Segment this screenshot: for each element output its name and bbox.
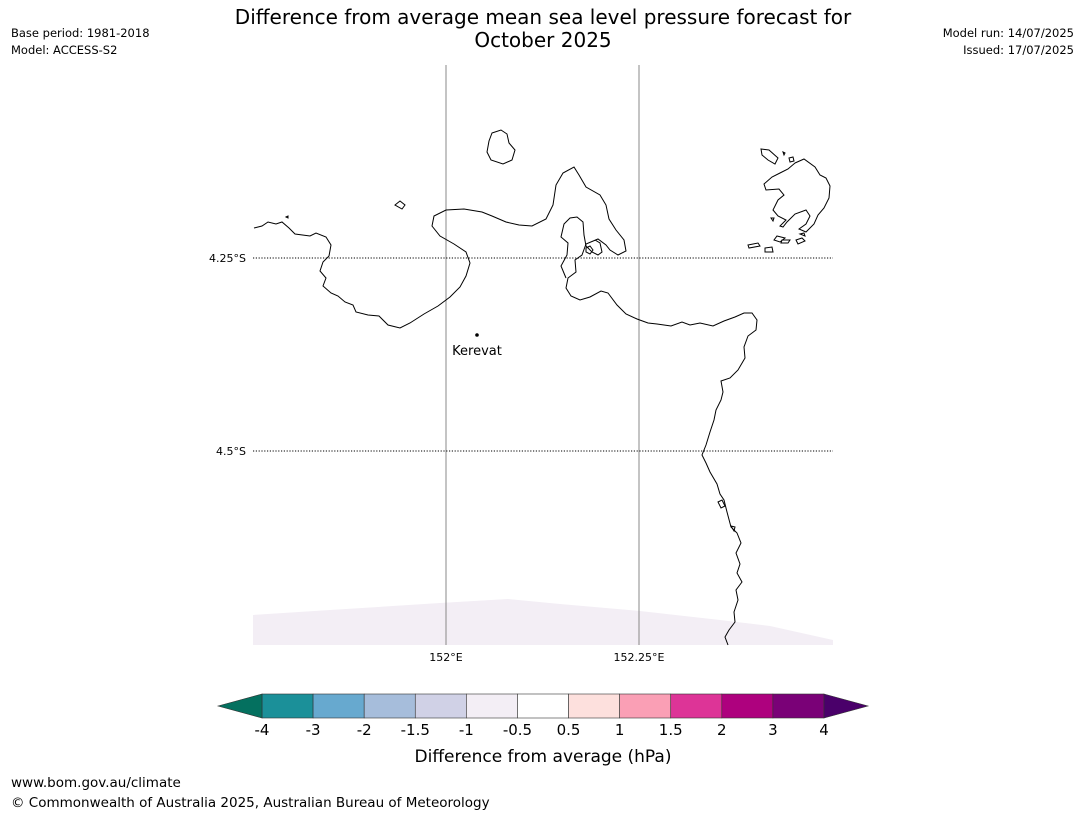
footer-url: www.bom.gov.au/climate	[11, 775, 181, 791]
lon-label-1: 152°E	[429, 651, 462, 664]
colorbar-segment	[568, 693, 620, 719]
colorbar-segment	[772, 693, 825, 719]
colorbar: -4 -3 -2 -1.5 -1 -0.5 0.5 1 1.5 2 3 4 Difference fr…	[216, 693, 870, 767]
colorbar-segment	[466, 693, 518, 719]
colorbar-tick-label: 2	[717, 721, 727, 739]
model-name: Model: ACCESS-S2	[11, 43, 118, 57]
colorbar-tick-label: 1	[615, 721, 625, 739]
colorbar-segment	[619, 693, 672, 719]
meta-right: Model run: 14/07/2025 Issued: 17/07/2025	[943, 25, 1074, 59]
map-title: Difference from average mean sea level p…	[160, 6, 926, 52]
colorbar-tick-label: -4	[255, 721, 270, 739]
colorbar-segment	[517, 693, 569, 719]
colorbar-under-arrow	[216, 693, 263, 719]
base-period: Base period: 1981-2018	[11, 26, 150, 40]
colorbar-over-arrow	[823, 693, 870, 719]
colorbar-segment	[261, 693, 314, 719]
colorbar-label: Difference from average (hPa)	[415, 747, 672, 767]
colorbar-tick-label: -0.5	[503, 721, 532, 739]
colorbar-segment	[363, 693, 416, 719]
colorbar-tick-label: 1.5	[659, 721, 683, 739]
lat-label-1: 4.25°S	[209, 252, 246, 265]
kerevat-marker	[475, 333, 479, 337]
kerevat-label: Kerevat	[452, 344, 502, 359]
title-line-2: October 2025	[474, 28, 612, 52]
colorbar-tick-label: 4	[819, 721, 829, 739]
colorbar-tick-label: -2	[357, 721, 372, 739]
colorbar-segment	[721, 693, 774, 719]
footer-copyright: © Commonwealth of Australia 2025, Austra…	[11, 795, 490, 811]
coastline	[253, 129, 831, 646]
meta-left: Base period: 1981-2018 Model: ACCESS-S2	[11, 25, 150, 59]
colorbar-tick-label: 3	[768, 721, 778, 739]
lat-label-2: 4.5°S	[216, 445, 246, 458]
anomaly-fill-region	[253, 599, 833, 645]
colorbar-segment	[414, 693, 467, 719]
colorbar-segment	[312, 693, 365, 719]
colorbar-tick-label: -1	[459, 721, 474, 739]
lon-label-2: 152.25°E	[614, 651, 665, 664]
model-run: Model run: 14/07/2025	[942, 26, 1074, 40]
issued-date: Issued: 17/07/2025	[963, 43, 1074, 57]
colorbar-tick-label: -1.5	[401, 721, 430, 739]
colorbar-tick-label: -3	[306, 721, 321, 739]
colorbar-segment	[670, 693, 723, 719]
colorbar-tick-label: 0.5	[557, 721, 581, 739]
title-line-1: Difference from average mean sea level p…	[234, 5, 852, 29]
